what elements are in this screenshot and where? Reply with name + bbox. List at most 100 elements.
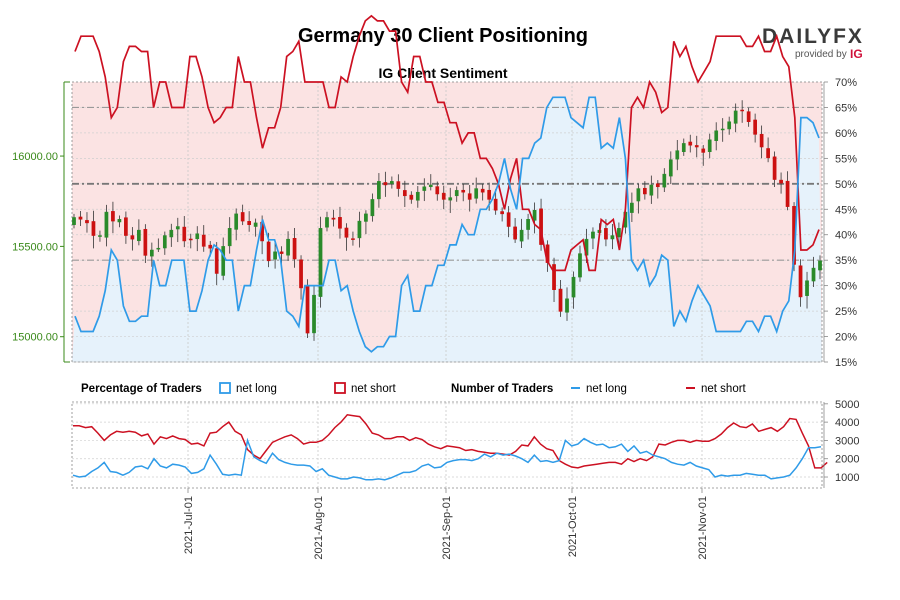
candle [227,217,232,254]
candle [422,178,427,202]
candle-body [604,228,608,240]
logo-wordmark: DAILYFX [762,25,864,48]
candle-body [325,217,329,228]
candle-body [552,264,556,290]
candle-body [214,248,219,274]
candle-body [591,231,595,239]
candle-body [72,217,76,225]
candle [182,216,187,248]
candle-body [344,227,349,238]
candle [526,213,530,240]
candle-body [694,145,699,148]
candle-body [746,111,751,122]
candle-body [578,253,582,278]
candle-body [85,220,89,224]
candle [428,174,433,191]
candle [565,287,569,321]
candle [766,137,770,163]
candle [805,271,809,309]
count-tick-label: 4000 [835,417,859,429]
candle [383,171,388,197]
candle [292,227,297,268]
date-axis: 2021-Jul-01 2021-Aug-01 2021-Sep-01 2021-Oc… [183,488,709,560]
candle [72,213,76,229]
count-tick-label: 2000 [835,454,859,466]
legend-net-short-label: net short [351,383,397,395]
percent-tick-label: 70% [835,77,857,89]
legend-net-long-label: net long [236,383,277,395]
candle-body [461,189,466,193]
candle [811,256,816,288]
candle [409,191,414,204]
candle-body [474,188,479,199]
candle [753,113,757,143]
candle-body [305,285,310,334]
price-tick-label: 15000.00 [12,332,58,344]
candle [779,172,783,194]
candle [390,176,394,189]
candle [214,242,219,286]
candle [681,138,686,156]
net-long-area [72,97,822,363]
candle-body [753,119,757,135]
candle-body [143,228,148,256]
candle [143,224,148,264]
candle [357,211,362,248]
candle-body [636,188,641,202]
candle-body [364,213,368,222]
candle-body [428,184,433,188]
candle [733,103,738,133]
candle-body [513,226,517,240]
date-tick-label: 2021-Aug-01 [313,496,325,560]
legend-percentage-title: Percentage of Traders [81,383,202,395]
candle [402,180,407,208]
candle [643,181,647,200]
candle-body [643,187,647,195]
logo-ig: IG [850,47,863,61]
candle-body [338,217,342,229]
date-tick-label: 2021-Nov-01 [697,496,709,560]
legend-count-long-label: net long [586,383,627,395]
candle [98,230,102,242]
candle [552,257,556,303]
percent-tick-label: 15% [835,357,857,369]
candle [175,217,180,243]
candle [707,133,712,159]
candle [532,202,537,234]
candle [240,204,245,226]
candle [188,233,193,249]
candle [467,184,472,212]
candle-body [681,143,686,152]
candle-body [98,235,102,237]
candle [519,218,524,249]
candle [117,215,122,228]
candle [441,185,446,210]
candle-body [370,199,375,217]
candle [655,180,660,199]
candle [474,177,479,204]
candle-body [221,246,226,276]
candle [130,227,135,251]
candle [448,187,453,213]
candle-body [195,233,200,240]
candle-body [506,212,511,227]
candle [221,237,226,281]
percent-tick-label: 40% [835,230,857,242]
candle [493,189,498,215]
candle-body [630,202,634,213]
candle-body [532,210,537,221]
candle-body [182,226,187,242]
sentiment-subtitle: IG Client Sentiment [378,65,507,81]
legend-count-short-label: net short [701,383,747,395]
candle [377,173,381,208]
candle [247,211,251,232]
candle [714,122,719,151]
candle-body [266,241,271,262]
candle-body [162,235,167,249]
candle [344,223,349,251]
candle-body [273,251,277,260]
candle-body [318,228,323,297]
candle-body [655,183,660,188]
candle-body [500,211,504,215]
